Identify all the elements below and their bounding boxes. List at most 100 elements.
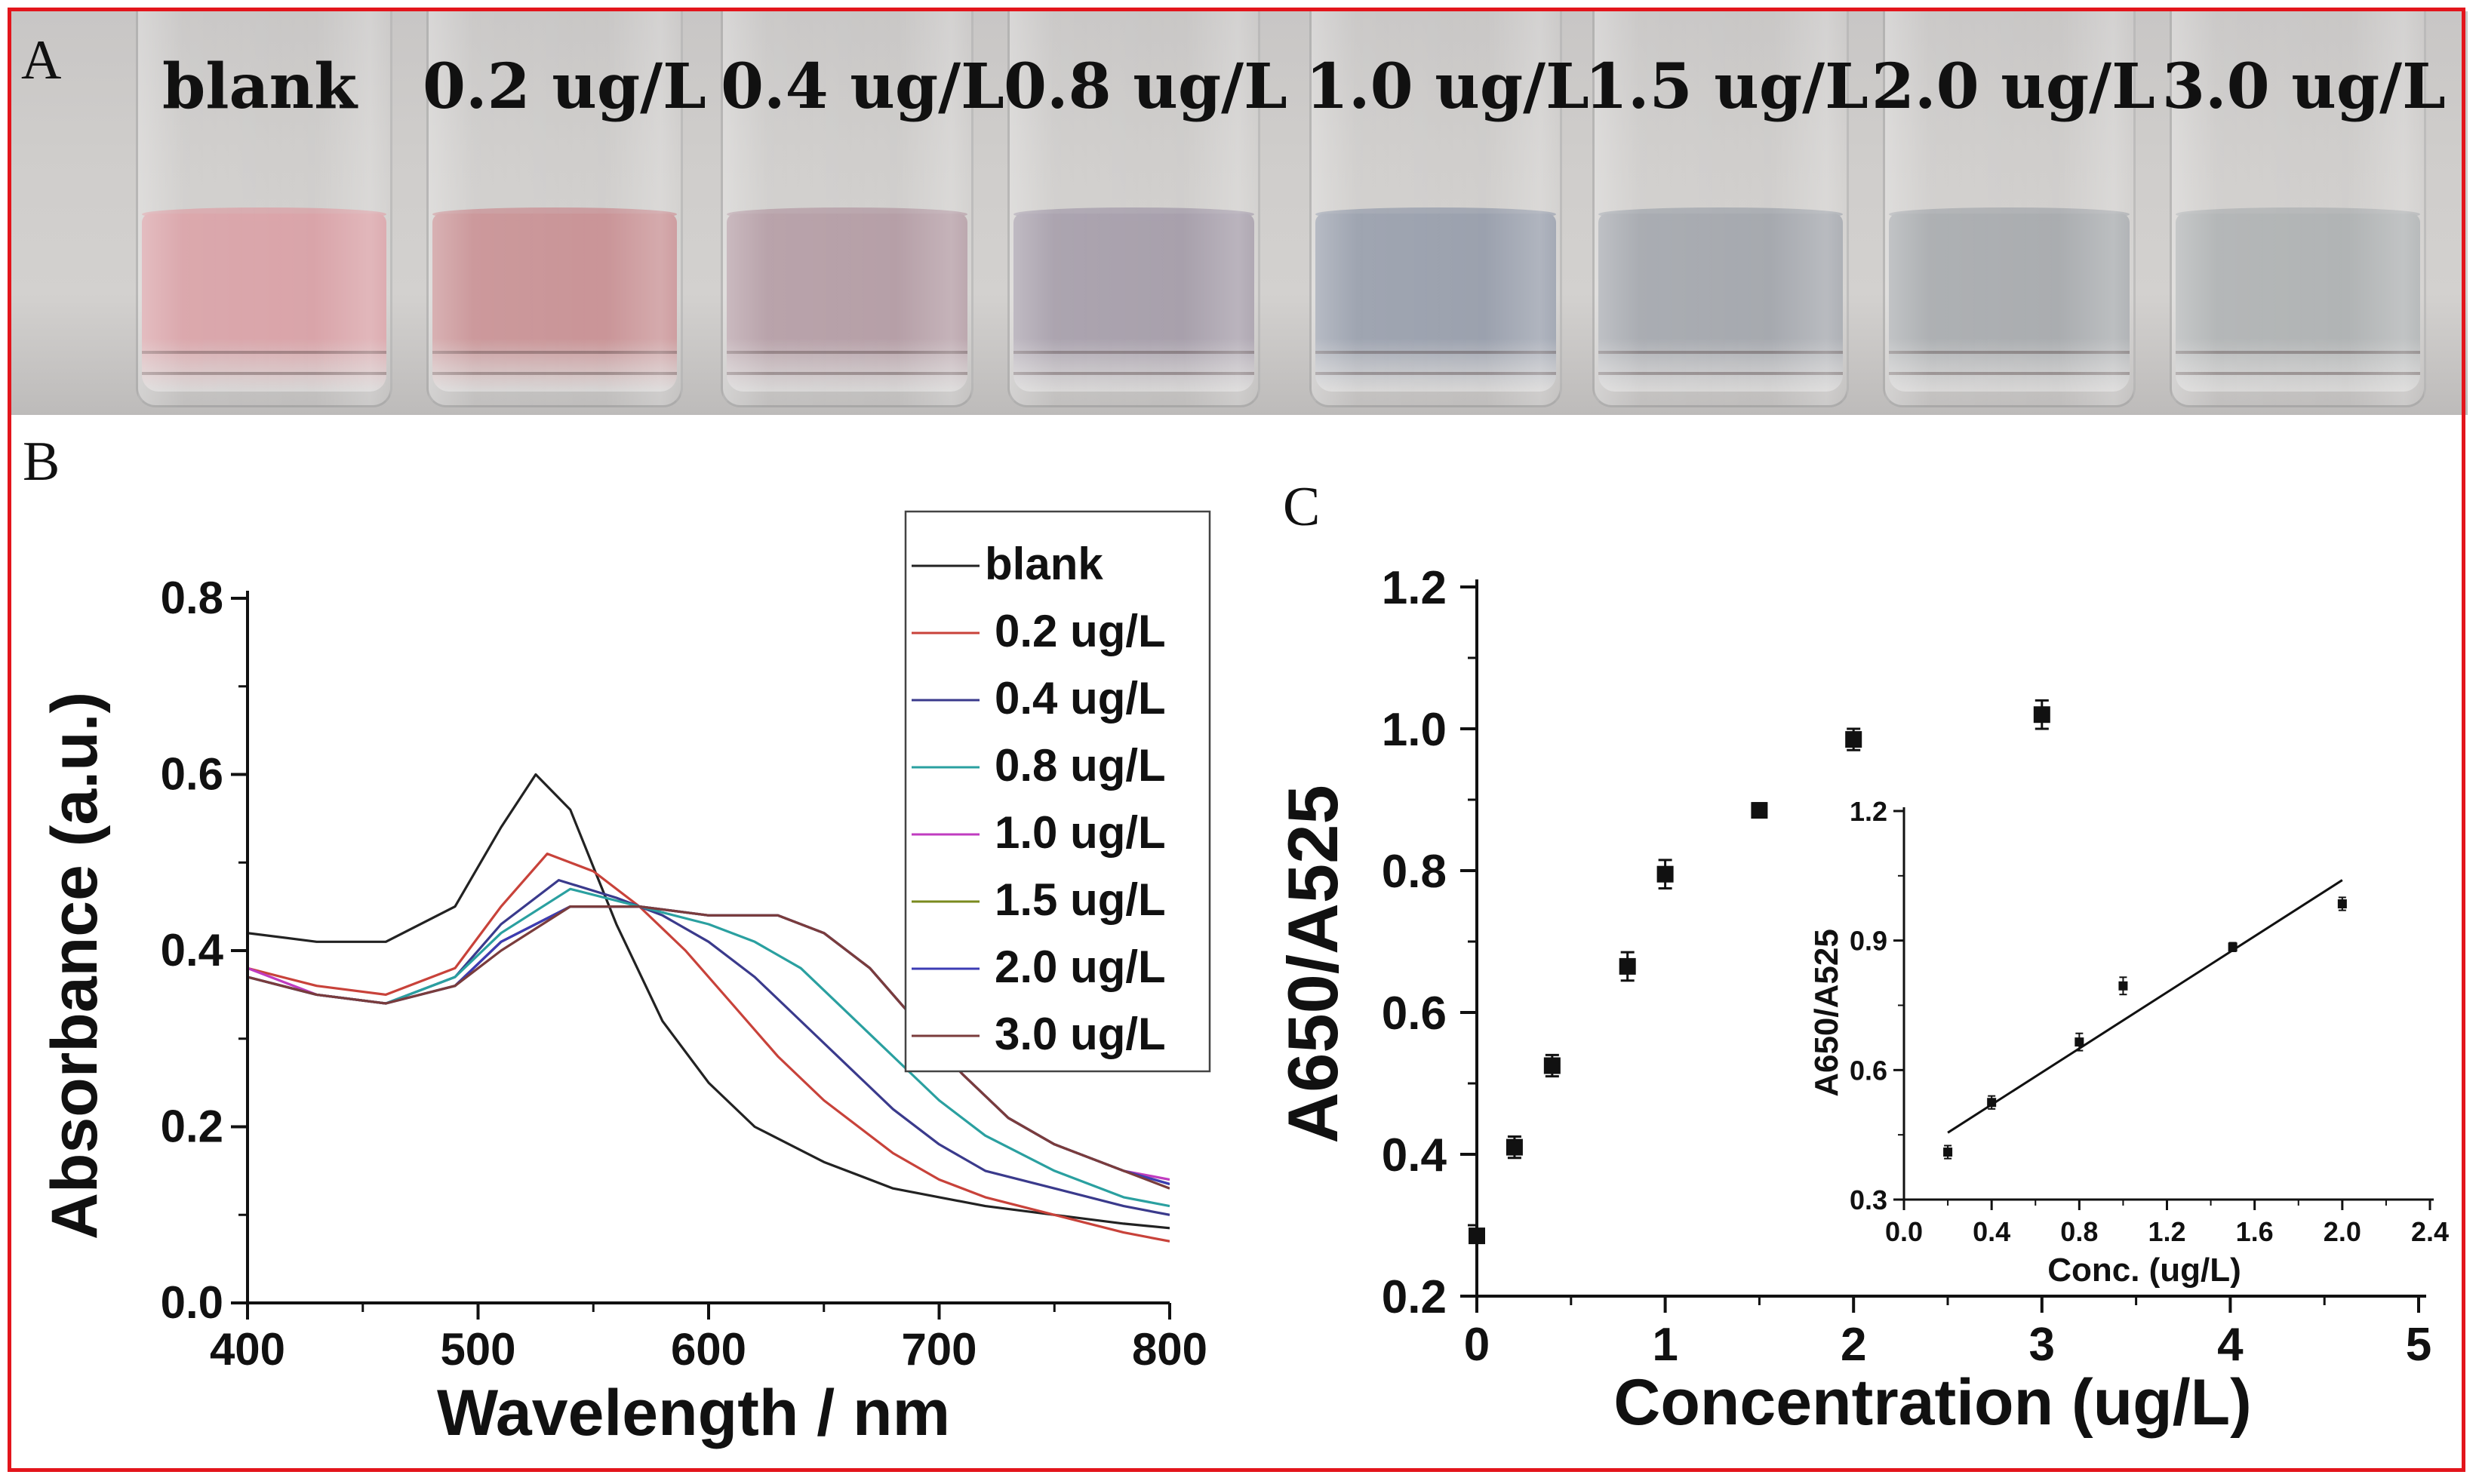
data-point [2118,981,2128,991]
x-tick-label: 0.8 [2060,1216,2098,1247]
vial-liquid [142,214,386,392]
x-axis-label: Concentration (ug/L) [1613,1366,2252,1439]
vial [1007,11,1260,407]
y-tick-label: 0.8 [1382,846,1447,898]
data-point [1943,1148,1953,1157]
x-tick-label: 3 [2029,1319,2055,1371]
vial-band [1889,351,2130,354]
vial-glass [721,11,973,407]
y-tick-label: 0.8 [161,573,223,623]
vial-glass [2170,11,2426,407]
legend-label: 0.2 ug/L [995,606,1166,656]
vial [1883,11,2136,407]
x-tick-label: 600 [671,1324,746,1375]
data-point [1845,731,1862,748]
vial-liquid [432,214,677,392]
y-tick-label: 0.6 [1850,1055,1887,1086]
x-tick-label: 2 [1841,1319,1866,1371]
vial-band [727,372,967,375]
legend-label: 2.0 ug/L [995,942,1166,992]
legend-label: 0.4 ug/L [995,673,1166,724]
vial-label: 0.4 ug/L [721,51,1004,123]
legend-label: 3.0 ug/L [995,1009,1166,1059]
vial-band [1598,372,1843,375]
vial-meniscus [432,207,677,221]
vial-band [432,372,677,375]
spectrum-line [248,773,1170,1230]
vial-band [1013,351,1254,354]
panel-label-c: C [1283,476,1321,538]
legend-label: 1.5 ug/L [995,874,1166,925]
vial-label: 0.2 ug/L [423,51,706,123]
vial-glass [136,11,392,407]
x-tick-label: 1.6 [2236,1216,2274,1247]
legend-label: 0.8 ug/L [995,740,1166,791]
x-tick-label: 2.0 [2324,1216,2361,1247]
vial-meniscus [1598,207,1843,221]
legend-label: 1.0 ug/L [995,807,1166,858]
y-tick-label: 0.4 [1382,1129,1447,1181]
spectrum-line [248,887,1170,1208]
legend: blank 0.2 ug/L 0.4 ug/L 0.8 ug/L 1.0 ug/L 1.5… [904,510,1211,1073]
x-tick-label: 0.4 [1973,1216,2010,1247]
data-point [1987,1098,1997,1108]
figure-border [8,8,2465,1472]
data-point [2033,706,2050,724]
vial-band [1315,351,1556,354]
vial-band [1889,372,2130,375]
y-tick-label: 0.3 [1850,1184,1887,1215]
panel-label-a: A [21,29,62,91]
x-tick-label: 2.4 [2411,1216,2449,1247]
vial-label: blank [162,51,358,123]
data-point [1656,865,1674,883]
x-axis-label: Wavelength / nm [437,1377,950,1449]
x-tick-label: 400 [210,1324,285,1375]
vial-label: 3.0 ug/L [2162,51,2446,123]
vial-liquid [727,214,967,392]
y-axis-label: Absorbance (a.u.) [38,692,111,1240]
vial-band [2176,351,2420,354]
vial-band [1598,351,1843,354]
vial-meniscus [2176,207,2420,221]
vial [136,11,392,407]
vial-meniscus [1889,207,2130,221]
data-point [1543,1057,1561,1074]
vial-band [1315,372,1556,375]
vial-band [2176,372,2420,375]
x-tick-label: 500 [440,1324,515,1375]
vial-band [142,372,386,375]
ratio-plot: 0.2 0.4 0.6 0.8 1.0 1.2 0 1 2 3 4 5 Concentration (u… [1273,562,2431,1439]
data-point [2228,942,2238,952]
vial-label: 0.8 ug/L [1004,51,1287,123]
y-tick-label: 1.2 [1850,796,1887,827]
x-tick-label: 1.2 [2148,1216,2185,1247]
data-point [1751,802,1768,819]
y-tick-label: 0.2 [161,1101,223,1152]
panel-label-b: B [23,431,60,493]
vial [1309,11,1562,407]
vial-meniscus [142,207,386,221]
y-tick-label: 0.2 [1382,1271,1447,1323]
vial-glass [1309,11,1562,407]
vial-meniscus [727,207,967,221]
vial [426,11,683,407]
y-tick-label: 0.0 [161,1277,223,1328]
y-axis-label: A650/A525 [1808,929,1845,1097]
vial-band [1013,372,1254,375]
legend-label: blank [985,539,1103,589]
y-tick-label: 0.6 [161,749,223,800]
vial-meniscus [1013,207,1254,221]
fit-line [1947,879,2343,1134]
data-point [1469,1227,1485,1245]
y-axis-label: A650/A525 [1273,785,1352,1144]
x-tick-label: 4 [2217,1319,2244,1371]
vial-glass [1592,11,1849,407]
vial-band [727,351,967,354]
data-point [2337,899,2347,909]
data-point [1506,1138,1523,1156]
y-tick-label: 0.9 [1850,926,1887,957]
x-tick-label: 5 [2406,1319,2431,1371]
vial-liquid [1598,214,1843,392]
vial-label: 2.0 ug/L [1872,51,2155,123]
